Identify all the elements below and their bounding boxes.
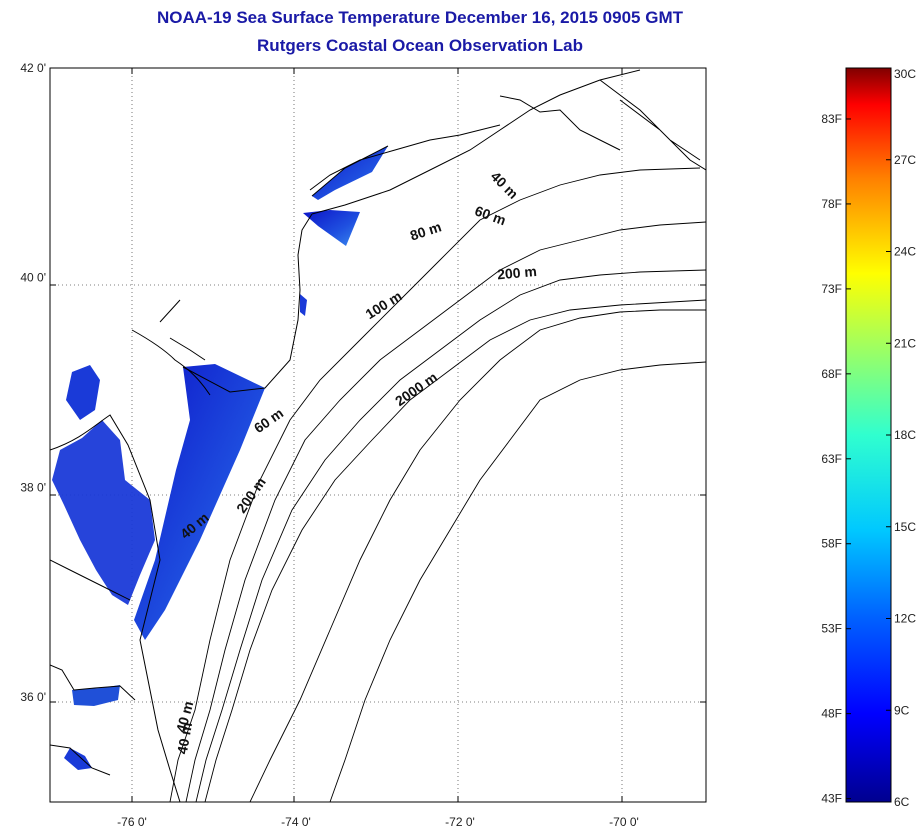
colorbar-fahrenheit-label: 53F bbox=[821, 622, 842, 636]
colorbar-fahrenheit-label: 43F bbox=[821, 792, 842, 806]
colorbar-celsius-label: 18C bbox=[894, 428, 916, 442]
lon-tick-label: -74 0' bbox=[281, 815, 311, 829]
colorbar-fahrenheit-label: 78F bbox=[821, 197, 842, 211]
bathymetry-contours bbox=[169, 167, 706, 802]
coastline bbox=[50, 69, 706, 802]
map-frame bbox=[49, 67, 707, 803]
colorbar-fahrenheit-label: 48F bbox=[821, 707, 842, 721]
contour-label: 40 m bbox=[174, 721, 195, 755]
colorbar-fahrenheit-label: 73F bbox=[821, 282, 842, 296]
colorbar-celsius-label: 6C bbox=[894, 795, 910, 809]
colorbar-celsius-label: 27C bbox=[894, 153, 916, 167]
colorbar-fahrenheit-label: 63F bbox=[821, 452, 842, 466]
colorbar-celsius-label: 21C bbox=[894, 336, 916, 350]
colorbar-celsius-label: 12C bbox=[894, 612, 916, 626]
colorbar-fahrenheit-label: 68F bbox=[821, 367, 842, 381]
sst-imagery bbox=[52, 146, 388, 770]
axis-tick-labels: 42 0' 40 0' 38 0' 36 0' -76 0' -74 0' -72 0' -7… bbox=[20, 61, 638, 829]
temperature-colorbar bbox=[845, 67, 892, 803]
contour-label: 200 m bbox=[496, 263, 537, 282]
tick-marks bbox=[50, 67, 706, 802]
colorbar-fahrenheit-label: 83F bbox=[821, 112, 842, 126]
graticule bbox=[50, 68, 706, 802]
colorbar-fahrenheit-label: 58F bbox=[821, 537, 842, 551]
lat-tick-label: 42 0' bbox=[20, 61, 46, 75]
lat-tick-label: 38 0' bbox=[20, 480, 46, 494]
contour-label: 40 m bbox=[173, 699, 197, 734]
colorbar-celsius-label: 24C bbox=[894, 245, 916, 259]
lon-tick-label: -76 0' bbox=[117, 815, 147, 829]
colorbar-labels: 30C 27C 24C 21C 18C 15C 12C 9C 6C 83F 78F 73F 68F 63F… bbox=[821, 67, 916, 809]
map-title: NOAA-19 Sea Surface Temperature December… bbox=[157, 8, 683, 27]
colorbar-celsius-label: 15C bbox=[894, 520, 916, 534]
lat-tick-label: 36 0' bbox=[20, 690, 46, 704]
map-subtitle: Rutgers Coastal Ocean Observation Lab bbox=[257, 36, 583, 55]
lon-tick-label: -70 0' bbox=[609, 815, 639, 829]
colorbar-celsius-label: 30C bbox=[894, 67, 916, 81]
lat-tick-label: 40 0' bbox=[20, 271, 46, 285]
colorbar-celsius-label: 9C bbox=[894, 703, 910, 717]
lon-tick-label: -72 0' bbox=[445, 815, 475, 829]
